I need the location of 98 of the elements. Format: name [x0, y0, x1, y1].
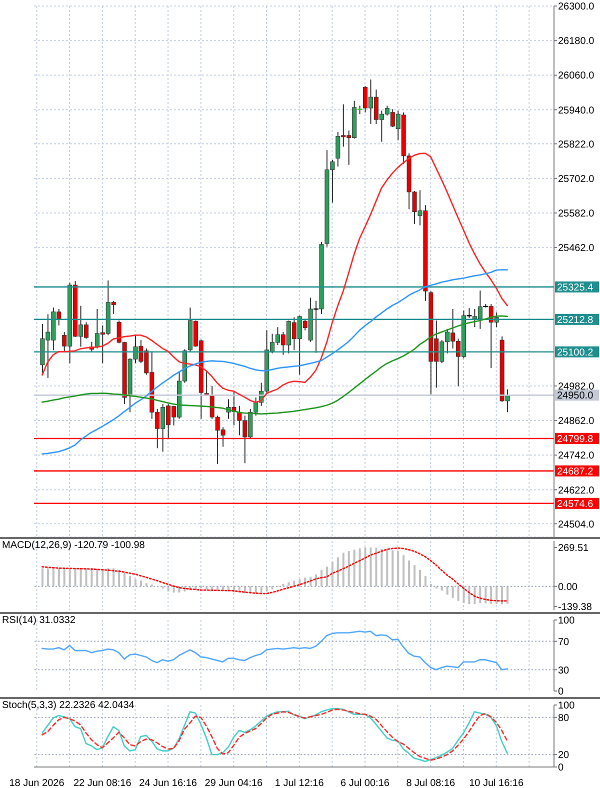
y-tick-label: 26060.0 [558, 70, 595, 82]
bar [386, 550, 388, 586]
bar [348, 551, 350, 586]
chart-title: MACD(12,26,9) -120.79 -100.98 [2, 540, 145, 552]
x-tick-label: 10 Jul 16:16 [469, 778, 524, 788]
bar [74, 568, 76, 586]
bar [41, 568, 44, 586]
y-tick-label: -139.38 [558, 602, 592, 613]
x-tick-label: 1 Jul 12:16 [274, 778, 324, 788]
bar [145, 583, 148, 586]
ref-line-label: 25325.4 [557, 282, 594, 294]
y-tick-label: 25582.0 [558, 208, 595, 220]
bar [124, 572, 126, 586]
y-tick-label: 24742.0 [558, 450, 595, 462]
chart-title: Stoch(5,3,3) 22.2326 42.0434 [2, 700, 134, 712]
bar [358, 548, 361, 586]
bar [479, 586, 482, 604]
bar [496, 586, 498, 604]
bar [408, 560, 410, 586]
bar [288, 582, 290, 586]
y-tick-label: 25940.0 [558, 105, 595, 116]
x-tick-label: 6 Jul 00:16 [340, 778, 390, 788]
line-series [42, 269, 508, 455]
bar [402, 555, 405, 586]
bar [96, 568, 98, 586]
ref-line-label: 24950.0 [557, 390, 594, 402]
bar [90, 568, 93, 586]
ref-line-label: 24687.2 [557, 466, 594, 478]
y-tick-label: 100 [558, 700, 576, 712]
ref-line-label: 25212.8 [557, 314, 594, 326]
bar [364, 547, 366, 586]
bar [85, 568, 88, 586]
bar [484, 586, 487, 604]
bar [414, 565, 416, 586]
bar [336, 557, 339, 586]
bar [326, 566, 328, 586]
ref-line-label: 24799.8 [557, 434, 594, 445]
bar [266, 586, 268, 592]
chart-title: RSI(14) 31.0332 [2, 615, 76, 627]
bar [457, 586, 460, 601]
bar [68, 568, 71, 586]
y-tick-label: 26300.0 [558, 2, 595, 13]
bar [446, 586, 448, 595]
bar [129, 576, 132, 586]
bar [118, 570, 120, 586]
x-tick-label: 18 Jun 2026 [9, 778, 65, 788]
y-tick-label: 80 [558, 712, 570, 724]
y-tick-label: 25702.0 [558, 174, 595, 185]
y-tick-label: 24504.0 [558, 519, 595, 530]
bar [424, 576, 426, 586]
x-tick-label: 29 Jun 04:16 [204, 778, 264, 788]
bar [315, 574, 318, 586]
bar [462, 586, 465, 604]
y-tick-label: 24862.0 [558, 416, 595, 428]
bar [370, 547, 372, 586]
bar [58, 568, 60, 586]
ref-line-label: 24574.6 [557, 498, 594, 510]
bar [375, 548, 378, 586]
y-tick-label: 70 [558, 636, 570, 648]
y-tick-label: 25822.0 [558, 139, 595, 150]
y-tick-label: 100 [558, 616, 576, 627]
y-tick-label: 20 [558, 750, 570, 762]
line-series [42, 630, 508, 670]
y-tick-label: 26180.0 [558, 36, 595, 48]
bar [112, 568, 115, 586]
y-tick-label: 0.00 [558, 582, 578, 593]
bar [140, 580, 142, 586]
y-tick-label: 25462.0 [558, 243, 595, 254]
bar [63, 568, 66, 586]
bar [320, 570, 323, 586]
bar [392, 550, 394, 586]
y-tick-label: 24982.0 [558, 381, 595, 392]
bar [342, 552, 344, 586]
x-tick-label: 22 Jun 08:16 [73, 778, 132, 788]
bar [260, 586, 262, 594]
ref-line-label: 25100.2 [557, 347, 594, 358]
y-tick-label: 30 [558, 665, 570, 676]
bar [418, 570, 421, 586]
x-tick-label: 24 Jun 16:16 [139, 778, 198, 788]
bar [134, 579, 136, 586]
bar [107, 568, 110, 586]
bar [331, 562, 334, 586]
bar [46, 568, 49, 586]
bar [490, 586, 492, 604]
bar [172, 586, 175, 593]
bar [211, 586, 214, 590]
y-tick-label: 269.51 [558, 542, 590, 554]
x-tick-label: 8 Jul 08:16 [406, 778, 456, 788]
y-tick-label: 0 [558, 686, 564, 698]
y-tick-label: 24622.0 [558, 485, 595, 496]
bar [380, 548, 383, 586]
bar [52, 568, 54, 586]
y-tick-label: 0 [558, 762, 564, 774]
bar [506, 586, 509, 604]
bar [353, 550, 356, 586]
bar [397, 551, 400, 586]
bar [282, 584, 284, 586]
bar [452, 586, 454, 598]
